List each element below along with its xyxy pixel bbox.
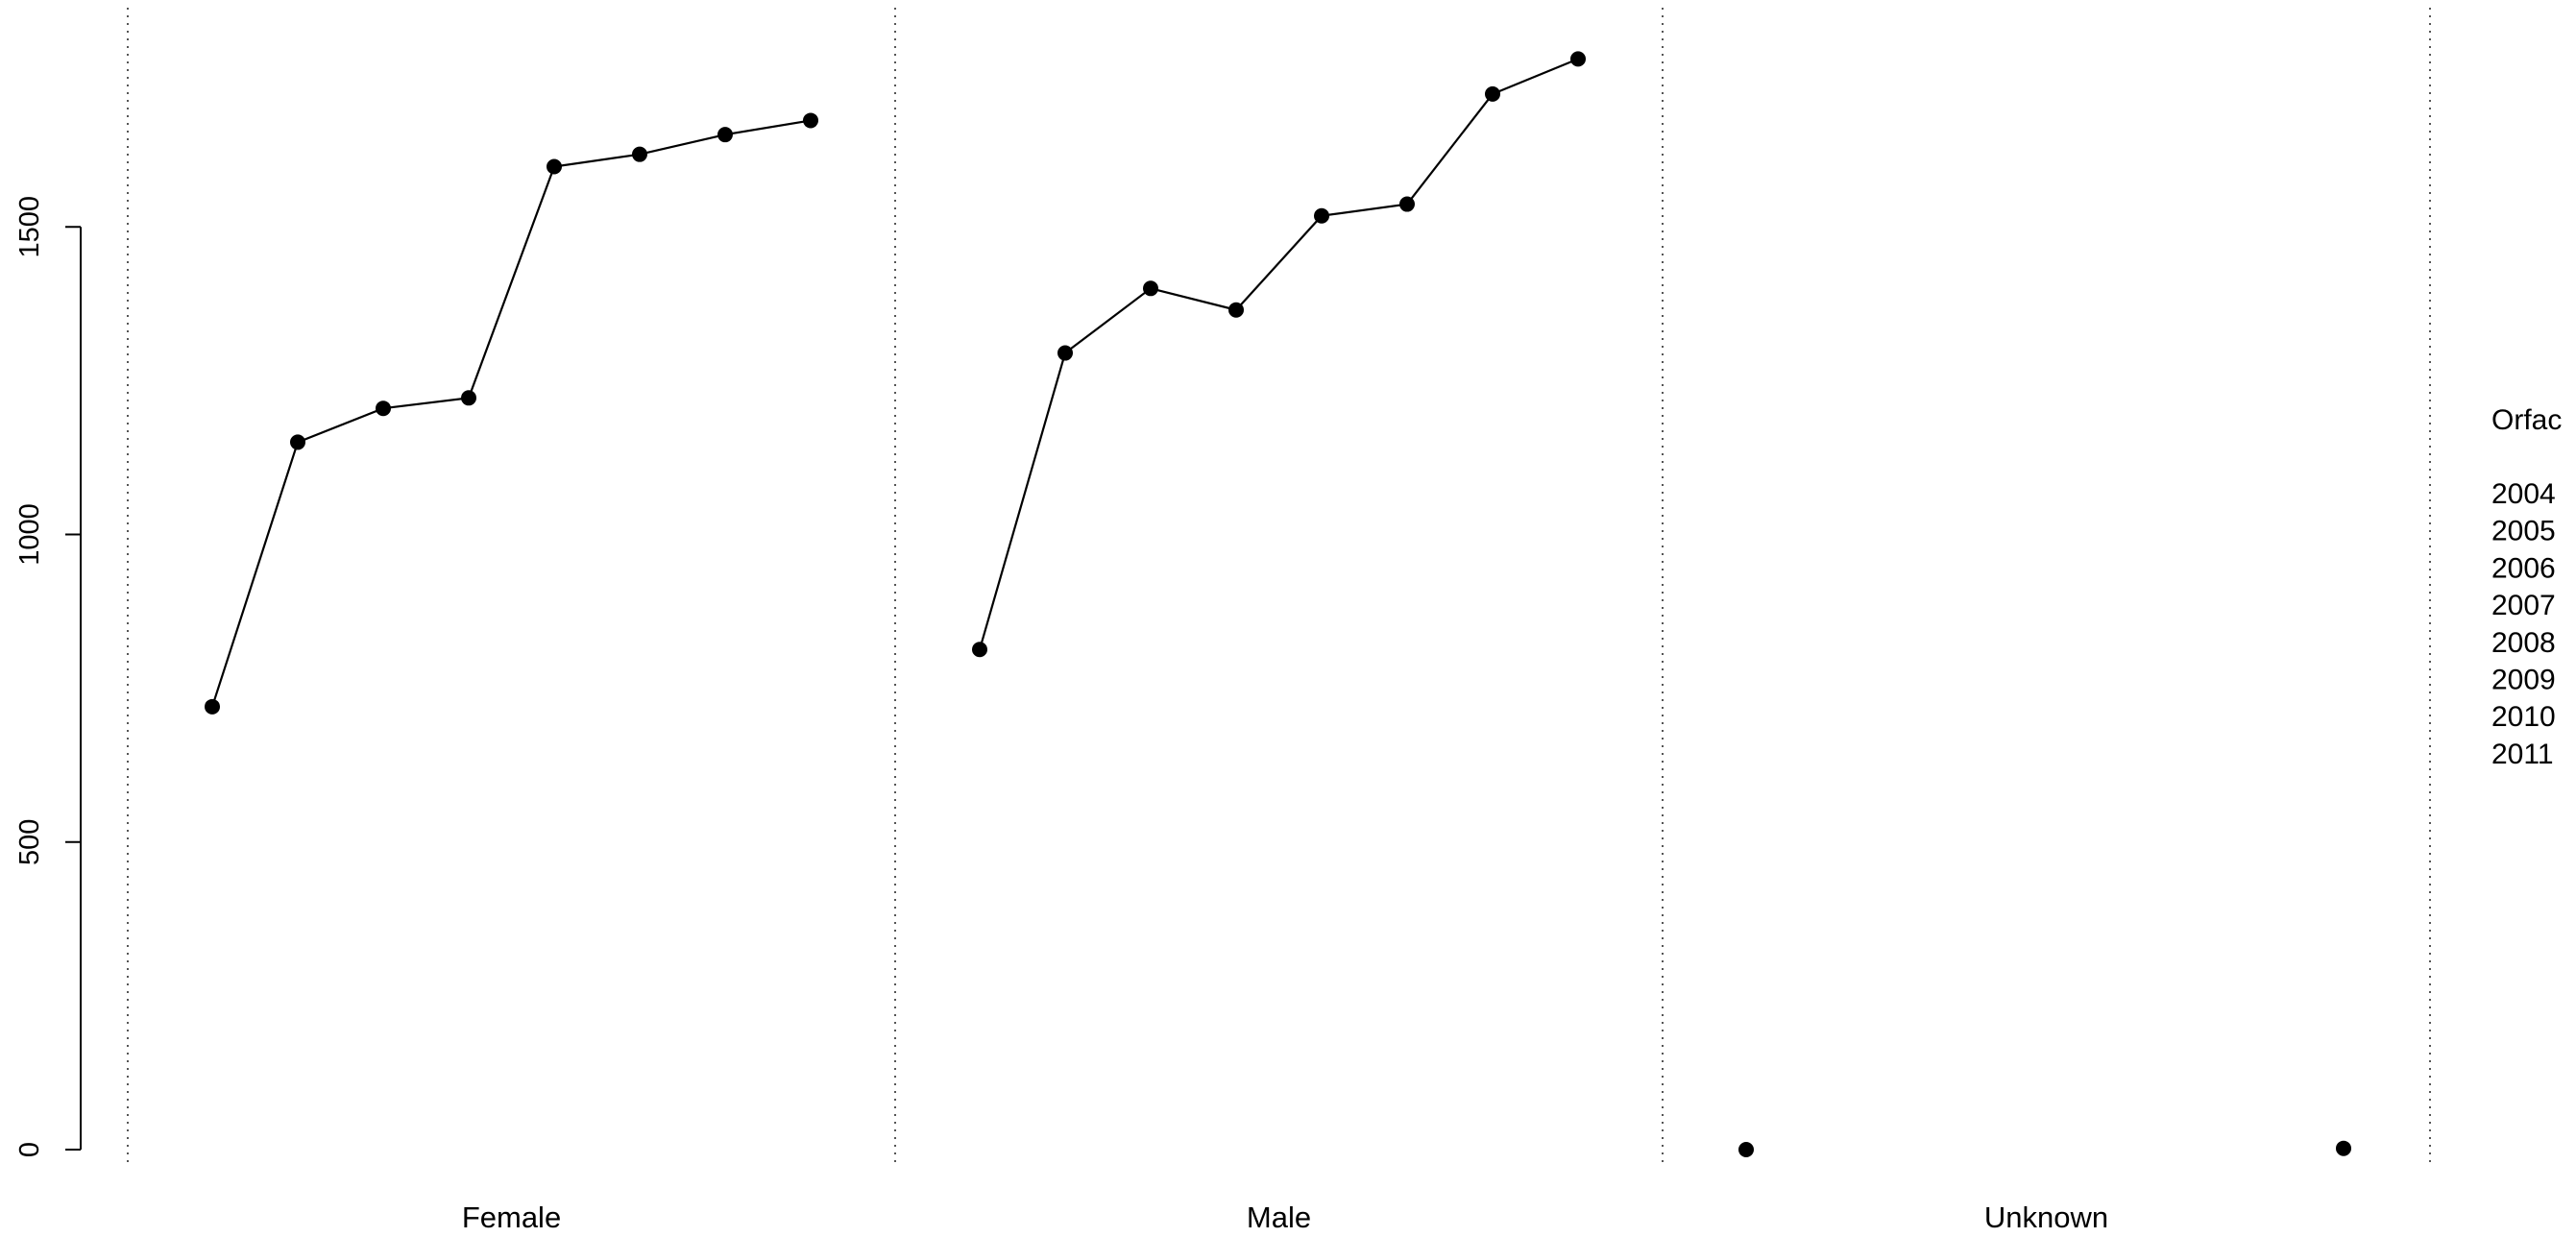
legend-entry: 2008 [2491,627,2556,659]
legend-entry: 2009 [2491,665,2556,696]
y-tick-label: 500 [14,819,45,865]
panel-dividers [127,8,2431,1164]
series-line [210,119,812,708]
legend-entry: 2011 [2491,739,2554,770]
data-point [547,158,562,175]
panels: Female Male Unknown [205,51,2351,1234]
data-point [1143,280,1158,297]
data-point [290,434,305,450]
data-point [1399,196,1415,212]
data-point [803,112,818,129]
data-point [632,146,647,162]
data-point [1485,85,1500,102]
legend-entry: 2005 [2491,516,2556,547]
legend: Orfac 2004 2005 2006 2007 2008 2009 2010 2011 [2491,404,2562,770]
data-point [717,127,733,143]
y-tick-label: 1000 [14,503,45,566]
panel-label: Male [1247,1201,1311,1234]
legend-entry: 2007 [2491,590,2556,621]
data-point [1314,207,1329,224]
panel-label: Unknown [1984,1201,2108,1234]
data-point [1570,51,1586,67]
panel-female: Female [205,112,818,1234]
panel-male: Male [972,51,1586,1234]
data-point [205,698,220,715]
panel-unknown: Unknown [1738,1140,2351,1234]
legend-title: Orfac [2491,404,2562,436]
data-point [1057,345,1073,361]
data-point [1738,1142,1754,1157]
data-point [461,390,476,406]
y-tick-label: 0 [14,1142,45,1157]
data-point [972,642,987,658]
y-tick-label: 1500 [14,196,45,258]
y-axis: 0 500 1000 1500 [14,196,82,1157]
panel-label: Female [462,1201,561,1234]
legend-entry: 2010 [2491,701,2556,733]
legend-entry: 2006 [2491,552,2556,584]
data-point [1228,302,1244,318]
legend-entry: 2004 [2491,478,2556,510]
data-point [2336,1140,2351,1156]
data-point [376,400,391,417]
series-line [978,58,1579,650]
